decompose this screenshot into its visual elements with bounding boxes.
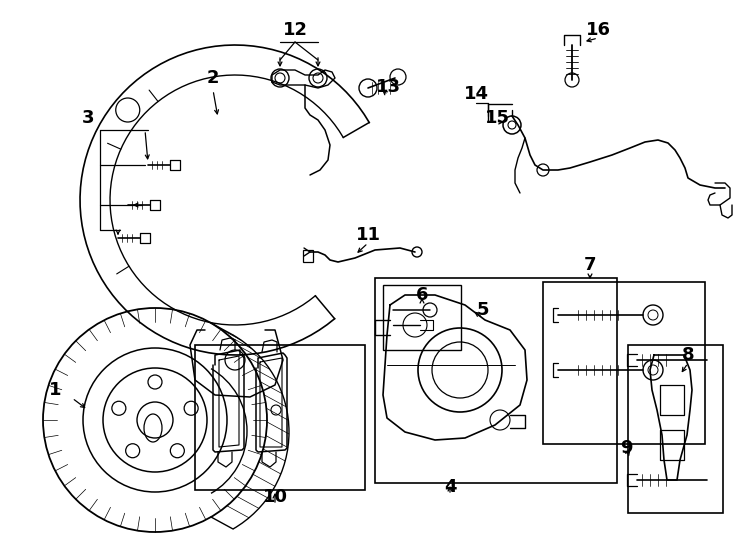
Text: 1: 1 xyxy=(48,381,61,399)
Bar xyxy=(195,345,365,490)
Text: 13: 13 xyxy=(376,78,401,96)
Text: 14: 14 xyxy=(463,85,489,103)
Text: 16: 16 xyxy=(586,21,611,39)
Bar xyxy=(628,345,723,513)
Text: 11: 11 xyxy=(355,226,380,244)
Text: 4: 4 xyxy=(444,478,457,496)
Text: 2: 2 xyxy=(207,69,219,87)
Text: 6: 6 xyxy=(415,286,428,304)
Text: 5: 5 xyxy=(477,301,490,319)
Text: 8: 8 xyxy=(682,346,694,364)
Text: 9: 9 xyxy=(619,439,632,457)
Bar xyxy=(383,285,461,350)
Bar xyxy=(303,250,313,262)
Bar xyxy=(375,278,617,483)
Text: 7: 7 xyxy=(584,256,596,274)
Text: 10: 10 xyxy=(263,488,288,506)
Text: 12: 12 xyxy=(283,21,308,39)
Text: 3: 3 xyxy=(81,109,94,127)
Text: 15: 15 xyxy=(484,109,509,127)
Bar xyxy=(543,282,705,444)
